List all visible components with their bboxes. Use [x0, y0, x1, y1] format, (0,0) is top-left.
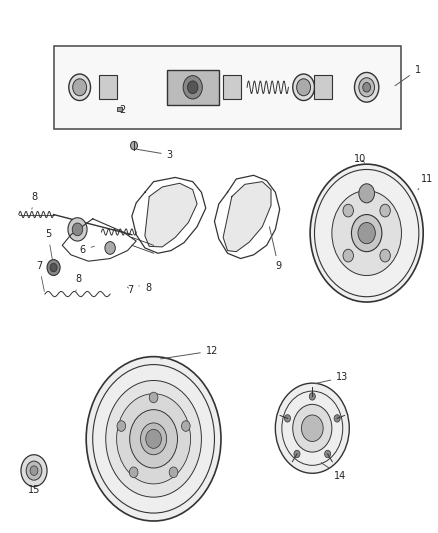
Bar: [117, 107, 122, 111]
Circle shape: [105, 241, 115, 254]
Text: 8: 8: [75, 274, 81, 292]
Circle shape: [301, 415, 323, 441]
Circle shape: [332, 191, 402, 276]
FancyBboxPatch shape: [53, 46, 402, 128]
Circle shape: [294, 450, 300, 458]
Circle shape: [310, 164, 423, 302]
Bar: [314, 75, 332, 100]
Text: 7: 7: [36, 261, 44, 292]
Text: 5: 5: [45, 229, 53, 264]
Text: 7: 7: [127, 285, 134, 295]
Circle shape: [47, 260, 60, 276]
Text: 12: 12: [161, 346, 218, 359]
Circle shape: [26, 461, 42, 480]
Circle shape: [276, 383, 349, 473]
Circle shape: [50, 263, 57, 272]
Circle shape: [309, 393, 315, 400]
Circle shape: [130, 410, 177, 468]
Bar: [223, 75, 240, 100]
Circle shape: [334, 415, 340, 422]
Circle shape: [293, 405, 332, 452]
Circle shape: [325, 450, 331, 458]
Text: 15: 15: [28, 486, 41, 496]
Circle shape: [359, 184, 374, 203]
Circle shape: [141, 423, 166, 455]
Circle shape: [380, 249, 390, 262]
Circle shape: [343, 249, 353, 262]
Text: 8: 8: [32, 192, 38, 209]
Circle shape: [146, 429, 162, 448]
Circle shape: [284, 415, 290, 422]
Circle shape: [106, 381, 201, 497]
Circle shape: [149, 392, 158, 403]
Circle shape: [363, 83, 371, 92]
Circle shape: [187, 81, 198, 94]
Bar: [166, 70, 219, 105]
Text: 11: 11: [418, 174, 433, 190]
Circle shape: [131, 141, 138, 150]
Circle shape: [21, 455, 47, 487]
Circle shape: [30, 466, 38, 475]
Circle shape: [293, 74, 314, 101]
Circle shape: [351, 215, 382, 252]
Text: 6: 6: [80, 245, 95, 255]
Circle shape: [68, 217, 87, 241]
Circle shape: [117, 394, 191, 484]
Text: 2: 2: [119, 105, 125, 115]
Circle shape: [72, 223, 83, 236]
Text: 14: 14: [321, 463, 346, 481]
Circle shape: [358, 222, 375, 244]
Circle shape: [73, 79, 87, 96]
Circle shape: [354, 72, 379, 102]
Text: 13: 13: [315, 373, 349, 384]
Circle shape: [129, 467, 138, 478]
Circle shape: [343, 204, 353, 217]
Circle shape: [359, 78, 374, 97]
Circle shape: [117, 421, 126, 431]
Circle shape: [183, 76, 202, 99]
Circle shape: [169, 467, 178, 478]
Circle shape: [380, 204, 390, 217]
Text: 9: 9: [269, 227, 282, 271]
Bar: [99, 75, 117, 100]
Circle shape: [181, 421, 190, 431]
Polygon shape: [223, 182, 271, 252]
Polygon shape: [145, 183, 197, 247]
Circle shape: [86, 357, 221, 521]
Text: 3: 3: [137, 149, 173, 160]
Circle shape: [297, 79, 311, 96]
Text: 8: 8: [139, 284, 151, 294]
Text: 10: 10: [353, 154, 366, 164]
Circle shape: [69, 74, 91, 101]
Text: 1: 1: [395, 65, 420, 86]
